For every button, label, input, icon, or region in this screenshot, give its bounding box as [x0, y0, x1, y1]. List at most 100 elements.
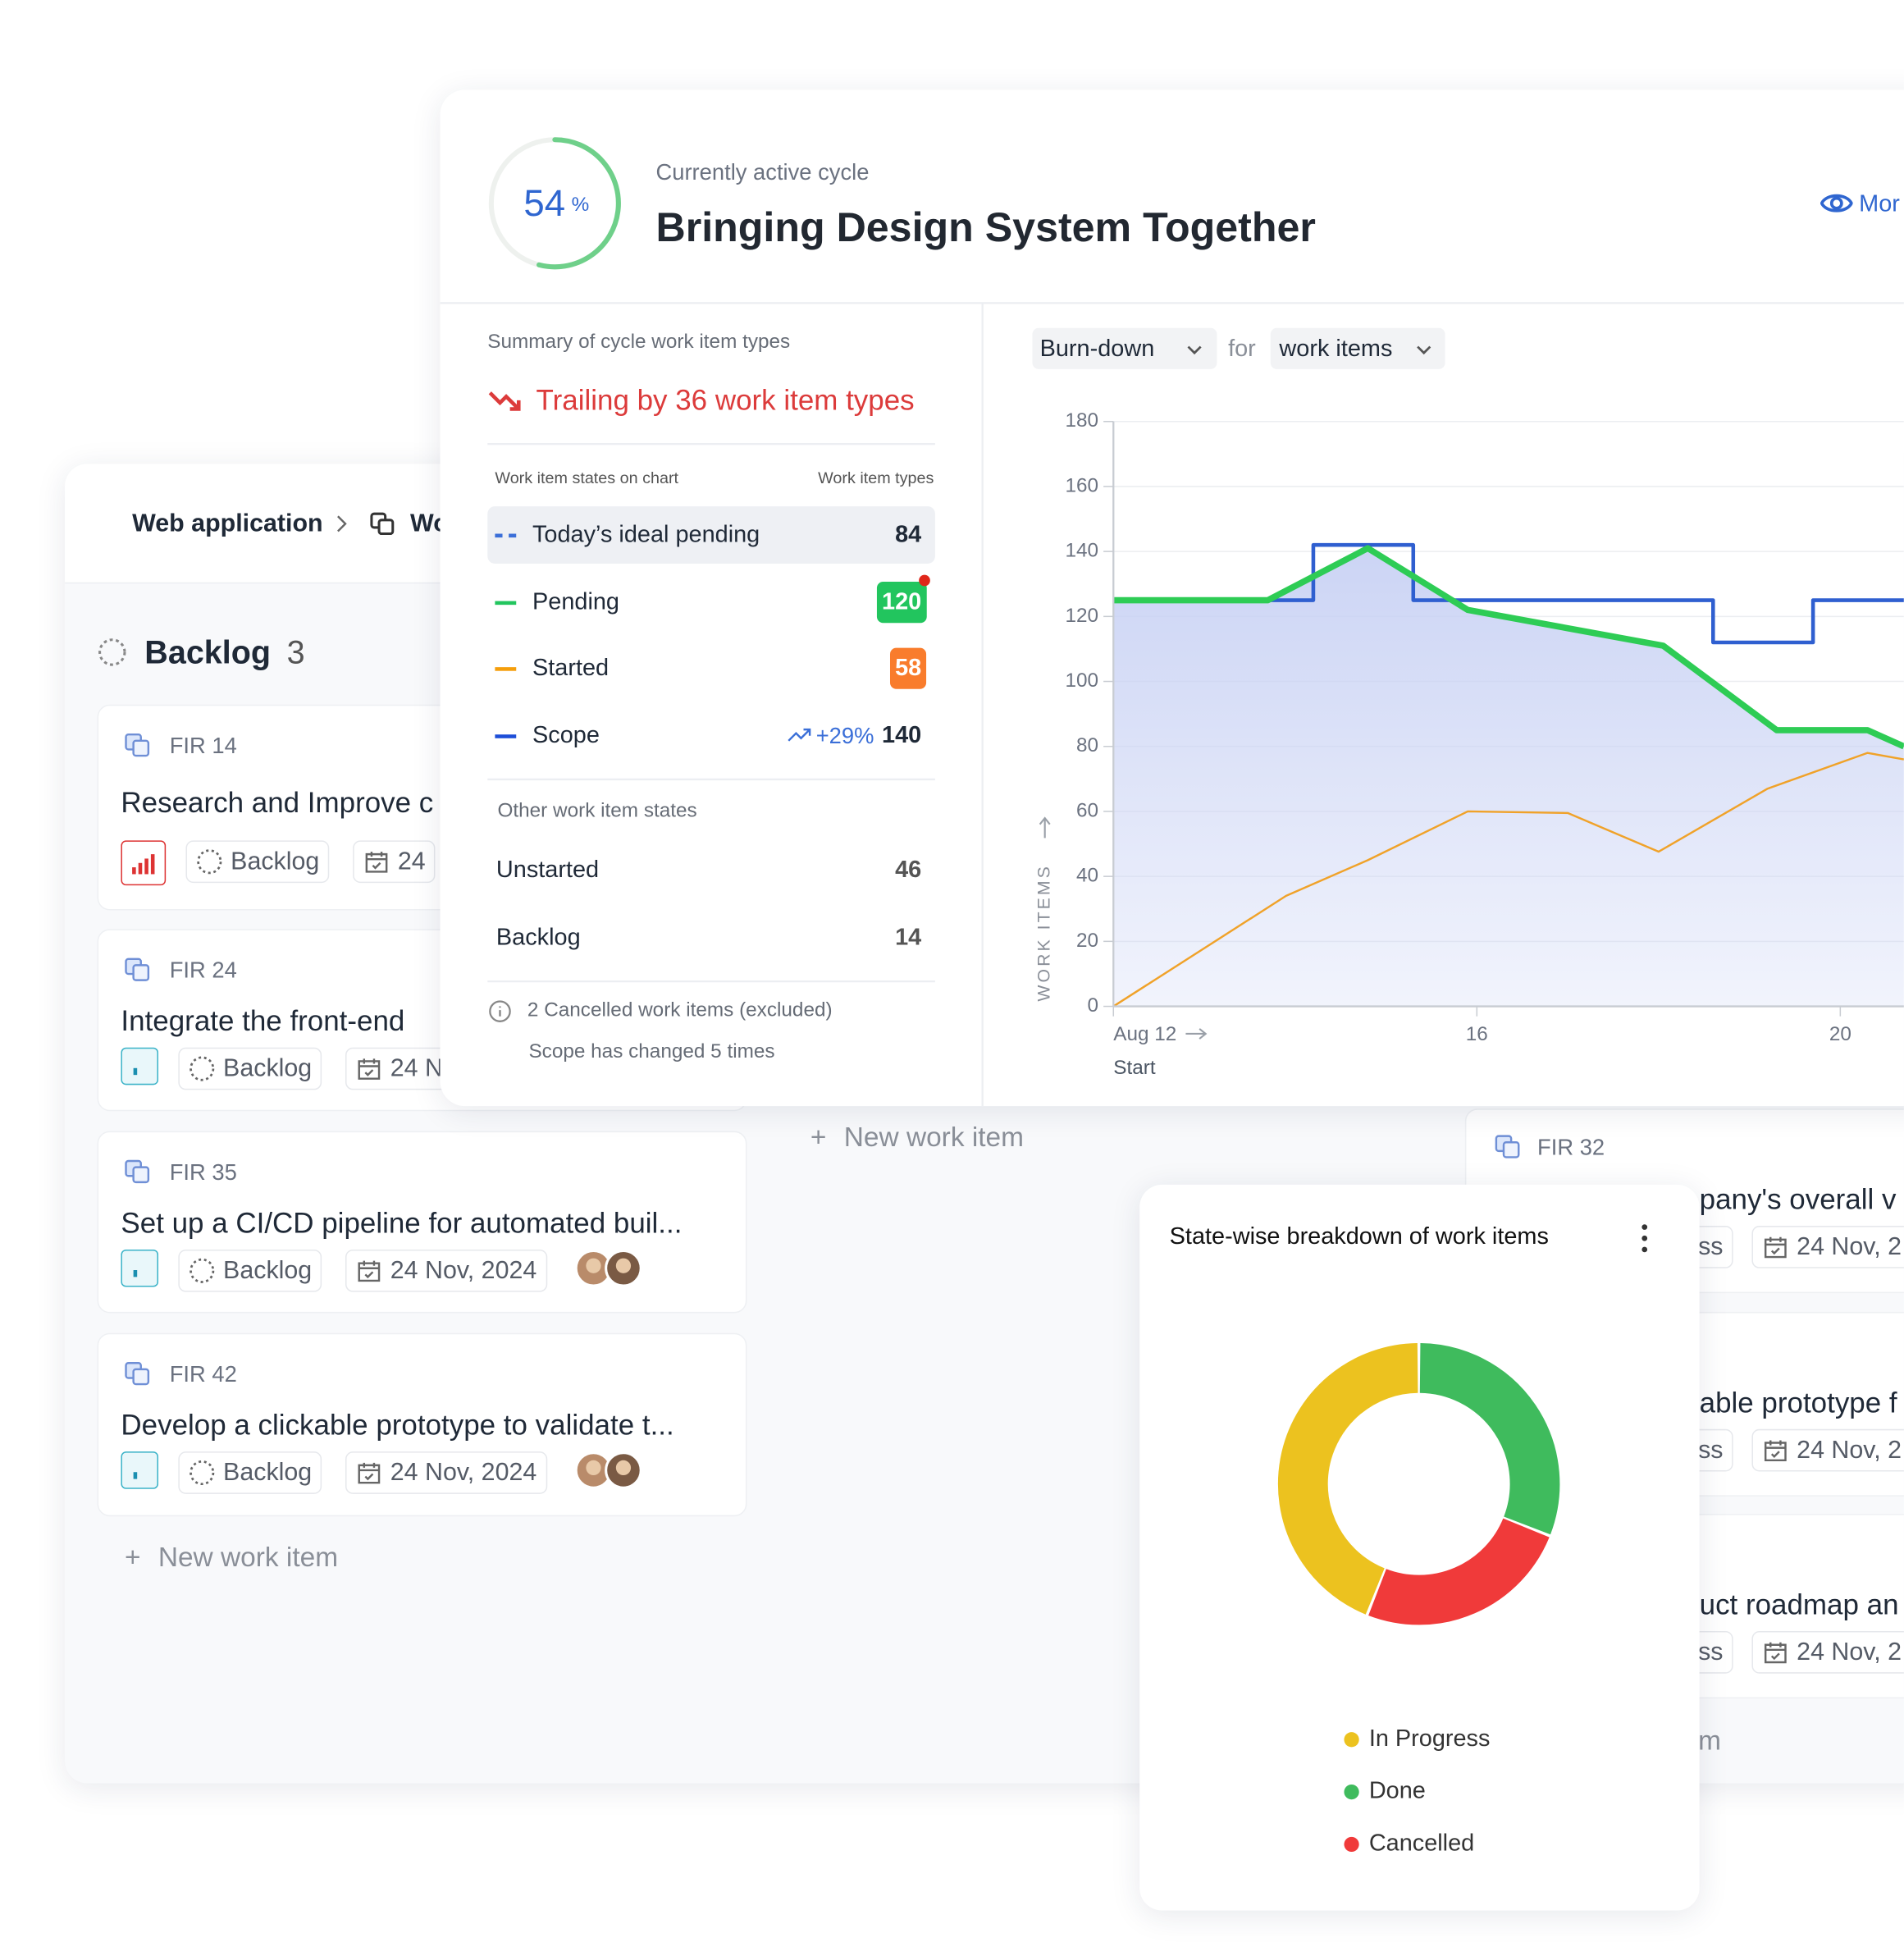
add-item[interactable]: + New work item — [124, 1541, 339, 1573]
type-icon — [1495, 1135, 1520, 1159]
row-label: Started — [532, 655, 610, 682]
avatars — [574, 1451, 642, 1489]
icon-shape — [132, 1166, 150, 1184]
donut-card: In Progress Done Cancelled State-wise brea… — [1139, 1184, 1700, 1911]
icon-shape — [1764, 1642, 1787, 1664]
y-tick-label: 40 — [1076, 865, 1098, 887]
note: Scope has changed 5 times — [528, 1041, 775, 1063]
menu-icon[interactable] — [1636, 1222, 1653, 1255]
donut-title: State-wise breakdown of work items — [1169, 1223, 1549, 1250]
breadcrumb[interactable]: Web application — [132, 510, 323, 538]
date-chip: 24 Nov, 2024 — [345, 1249, 547, 1292]
bar — [138, 862, 143, 875]
bar — [132, 867, 136, 875]
priority-bars — [133, 1067, 138, 1076]
summary-title: Summary of cycle work item types — [487, 331, 791, 354]
trend-down-icon — [488, 391, 521, 411]
graphics: In Progress Done Cancelled — [1277, 1342, 1560, 1857]
icon-shape — [189, 1056, 215, 1081]
work-item-title: Set up a CI/CD pipeline for automated bu… — [121, 1206, 683, 1240]
backlog-icon — [189, 1258, 215, 1283]
calendar-icon — [1764, 1642, 1787, 1664]
priority-bars — [133, 1472, 138, 1479]
x-caption: Start — [1113, 1057, 1156, 1079]
icon-shape — [132, 739, 150, 757]
work-item-title: able prototype f — [1699, 1386, 1897, 1419]
chevron — [1187, 345, 1202, 355]
icon-shape — [788, 728, 811, 742]
priority-icon — [121, 1047, 159, 1085]
table-header: Work item states on chart — [495, 468, 679, 487]
more-button[interactable]: Mor — [1859, 191, 1900, 218]
cycle-graphics: 0 20 40 60 80 100 120 140 160 180 Aug 12 16 20 Start W… — [440, 137, 1904, 1107]
row-badge: 58 — [889, 647, 927, 689]
avatar-face — [615, 1460, 632, 1476]
row-label: Unstarted — [495, 857, 600, 884]
row-value: 140 — [882, 722, 922, 749]
work-item-title: Research and Improve c — [121, 786, 434, 819]
icon-shape — [132, 1368, 150, 1386]
legend-dot — [1344, 1732, 1359, 1748]
avatar-face — [615, 1258, 632, 1273]
y-tick-label: 120 — [1065, 605, 1098, 627]
measure-select[interactable] — [1270, 327, 1445, 369]
state-dash — [495, 600, 517, 605]
avatar-face — [586, 1460, 601, 1476]
icon-shape — [132, 964, 150, 981]
row-label: Today’s ideal pending — [532, 522, 760, 548]
work-item-title: pany's overall v — [1699, 1182, 1897, 1216]
type-icon — [125, 1362, 150, 1386]
work-item-card[interactable]: FIR 35 Set up a CI/CD pipeline for automa… — [97, 1131, 747, 1314]
line — [1112, 752, 1904, 1008]
bar — [133, 1270, 138, 1277]
area — [1113, 548, 1904, 1007]
chart-select-label[interactable]: Burn-down — [1039, 336, 1155, 363]
priority-icon — [121, 1249, 159, 1287]
x-tick-label: Aug 12 — [1113, 1023, 1176, 1045]
cycle-card: 0 20 40 60 80 100 120 140 160 180 Aug 12 16 20 Start W… — [440, 89, 1904, 1107]
add-item[interactable]: + New work item — [810, 1123, 1024, 1150]
progress-value: 54% — [523, 185, 589, 223]
add-label[interactable]: New work item — [843, 1121, 1025, 1153]
plus: + — [124, 1541, 141, 1573]
donut-segment — [1277, 1342, 1419, 1615]
row-label: Scope — [532, 722, 600, 749]
chart-select[interactable] — [1032, 327, 1217, 369]
state-dash — [495, 734, 517, 738]
eyebrow: Currently active cycle — [655, 159, 870, 185]
work-item-card[interactable]: FIR 42 Develop a clickable prototype to v… — [97, 1332, 747, 1517]
work-item-id: FIR 42 — [169, 1361, 237, 1387]
connector: for — [1228, 336, 1256, 363]
row-value: 46 — [895, 857, 922, 884]
notification-dot — [919, 574, 930, 587]
progress-unit: % — [571, 194, 590, 216]
date-label: 24 Nov, 2 — [1797, 1436, 1902, 1464]
state-label: ss — [1698, 1638, 1724, 1666]
donut-segment — [1418, 1342, 1560, 1535]
note: 2 Cancelled work items (excluded) — [527, 999, 833, 1021]
y-tick-label: 20 — [1076, 930, 1098, 952]
state-label: ss — [1698, 1232, 1724, 1260]
type-icon — [125, 1159, 150, 1184]
chevron — [1417, 345, 1431, 355]
work-item-id: FIR 14 — [169, 733, 237, 759]
avatar-face — [586, 1258, 601, 1273]
state-chip: Backlog — [178, 1047, 322, 1090]
measure-select-label[interactable]: work items — [1279, 336, 1393, 363]
bar — [133, 1067, 138, 1076]
icon-shape — [358, 1260, 381, 1282]
backlog-icon — [189, 1056, 215, 1081]
date-chip: 24 Nov, 2024 — [345, 1451, 547, 1494]
state-label: Backlog — [223, 1054, 313, 1082]
add-label[interactable]: New work item — [158, 1541, 339, 1573]
column-title: Backlog — [144, 633, 272, 671]
state-chip: Backlog — [178, 1249, 322, 1292]
date-label: 24 Nov, 2 — [1797, 1638, 1902, 1666]
y-tick-label: 140 — [1065, 540, 1098, 562]
eye-icon — [1820, 194, 1853, 213]
add-item[interactable]: m — [1698, 1725, 1721, 1757]
legend-dot — [1344, 1836, 1359, 1853]
avatars — [574, 1249, 642, 1287]
priority-icon — [121, 1451, 159, 1489]
